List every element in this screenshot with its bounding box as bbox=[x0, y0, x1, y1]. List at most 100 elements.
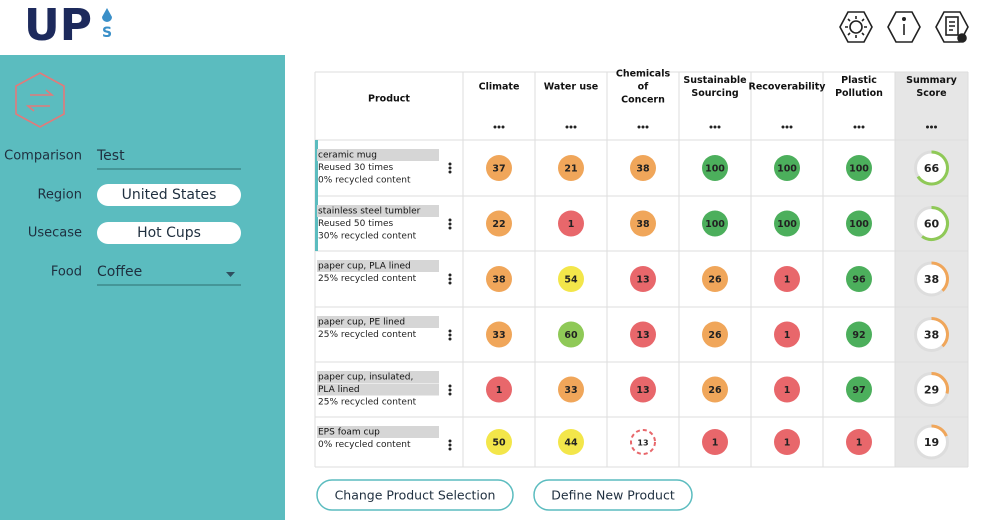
pill-input[interactable] bbox=[97, 222, 241, 244]
column-menu[interactable] bbox=[565, 125, 569, 129]
column-header: Recoverability bbox=[749, 82, 827, 93]
score-label: 22 bbox=[492, 219, 505, 230]
score-badge bbox=[702, 266, 728, 292]
button-label[interactable]: Define New Product bbox=[551, 488, 675, 503]
column-menu[interactable] bbox=[497, 125, 501, 129]
pill-input[interactable] bbox=[97, 184, 241, 206]
product-name: paper cup, PE lined bbox=[318, 318, 405, 328]
score-badge bbox=[630, 321, 656, 348]
column-menu[interactable] bbox=[926, 125, 929, 129]
column-header: Product bbox=[368, 94, 410, 105]
column-menu[interactable] bbox=[789, 125, 793, 129]
column-menu[interactable] bbox=[781, 125, 785, 129]
score-badge bbox=[846, 155, 872, 181]
name-highlight bbox=[317, 260, 439, 272]
row-menu[interactable] bbox=[448, 222, 452, 226]
product-detail: Reused 50 times bbox=[318, 219, 394, 229]
score-label: 26 bbox=[708, 330, 722, 341]
score-badge bbox=[774, 155, 800, 181]
column-menu[interactable] bbox=[573, 125, 577, 129]
score-badge bbox=[630, 266, 656, 292]
row-menu[interactable] bbox=[448, 226, 452, 230]
column-header: Summary bbox=[906, 75, 957, 86]
button-label[interactable]: Change Product Selection bbox=[335, 488, 496, 503]
logo-drop bbox=[102, 8, 112, 22]
product-detail: 25% recycled content bbox=[318, 398, 417, 408]
score-badge bbox=[846, 266, 872, 292]
score-badge bbox=[630, 155, 656, 181]
info-icon[interactable] bbox=[887, 11, 921, 43]
score-label: 1 bbox=[712, 438, 719, 449]
row-menu[interactable] bbox=[448, 337, 452, 341]
button[interactable] bbox=[316, 479, 514, 511]
row-menu[interactable] bbox=[448, 218, 452, 222]
field-label: Usecase bbox=[28, 226, 82, 241]
product-detail: 30% recycled content bbox=[318, 232, 417, 242]
score-label: 92 bbox=[852, 330, 865, 341]
score-label: 33 bbox=[492, 330, 505, 341]
column-header: Score bbox=[916, 88, 946, 99]
score-badge bbox=[774, 429, 800, 455]
column-menu[interactable] bbox=[857, 125, 861, 129]
row-menu[interactable] bbox=[448, 277, 452, 281]
row-menu[interactable] bbox=[448, 388, 452, 392]
column-menu[interactable] bbox=[641, 125, 645, 129]
score-label: 100 bbox=[849, 164, 869, 175]
row-menu[interactable] bbox=[448, 384, 452, 388]
header-bar bbox=[0, 0, 1000, 55]
score-badge bbox=[702, 210, 728, 237]
column-menu[interactable] bbox=[645, 125, 649, 129]
score-label: 1 bbox=[784, 275, 791, 286]
column-menu[interactable] bbox=[853, 125, 857, 129]
row-menu[interactable] bbox=[448, 329, 452, 333]
score-label: 50 bbox=[492, 438, 506, 449]
column-menu[interactable] bbox=[861, 125, 865, 129]
row-menu[interactable] bbox=[448, 333, 452, 337]
column-menu[interactable] bbox=[717, 125, 721, 129]
column-menu[interactable] bbox=[569, 125, 573, 129]
score-badge bbox=[558, 376, 584, 403]
summary-ring bbox=[931, 424, 948, 437]
summary-label: 66 bbox=[924, 162, 940, 175]
selected-marker bbox=[315, 140, 318, 196]
row-menu[interactable] bbox=[448, 273, 452, 277]
score-label: 1 bbox=[496, 385, 503, 396]
row-menu[interactable] bbox=[448, 392, 452, 396]
name-highlight bbox=[317, 316, 439, 328]
column-menu[interactable] bbox=[930, 125, 933, 129]
product-detail: 25% recycled content bbox=[318, 330, 417, 340]
score-badge bbox=[774, 210, 800, 237]
score-badge bbox=[558, 210, 584, 237]
score-badge bbox=[486, 429, 512, 455]
row-menu[interactable] bbox=[448, 447, 452, 451]
score-label: 1 bbox=[568, 219, 575, 230]
score-label: 13 bbox=[637, 439, 648, 448]
column-menu[interactable] bbox=[501, 125, 505, 129]
column-menu[interactable] bbox=[493, 125, 497, 129]
name-highlight bbox=[317, 383, 439, 396]
summary-ring bbox=[931, 261, 949, 292]
column-menu[interactable] bbox=[709, 125, 713, 129]
row-menu[interactable] bbox=[448, 443, 452, 447]
column-menu[interactable] bbox=[637, 125, 641, 129]
row-menu[interactable] bbox=[448, 162, 452, 166]
score-badge bbox=[846, 321, 872, 348]
column-menu[interactable] bbox=[713, 125, 717, 129]
summary-label: 19 bbox=[924, 436, 939, 449]
row-menu[interactable] bbox=[448, 439, 452, 443]
settings-icon[interactable] bbox=[839, 11, 873, 43]
button[interactable] bbox=[533, 479, 693, 511]
column-header: Chemicals bbox=[616, 69, 671, 80]
summary-label: 38 bbox=[924, 273, 939, 286]
score-badge bbox=[486, 376, 512, 403]
row-menu[interactable] bbox=[448, 170, 452, 174]
score-label: 97 bbox=[852, 385, 865, 396]
column-menu[interactable] bbox=[934, 125, 937, 129]
row-menu[interactable] bbox=[448, 281, 452, 285]
score-label: 21 bbox=[564, 164, 577, 175]
column-menu[interactable] bbox=[785, 125, 789, 129]
logo-sub: S bbox=[102, 25, 112, 41]
score-label: 60 bbox=[564, 330, 578, 341]
row-menu[interactable] bbox=[448, 166, 452, 170]
